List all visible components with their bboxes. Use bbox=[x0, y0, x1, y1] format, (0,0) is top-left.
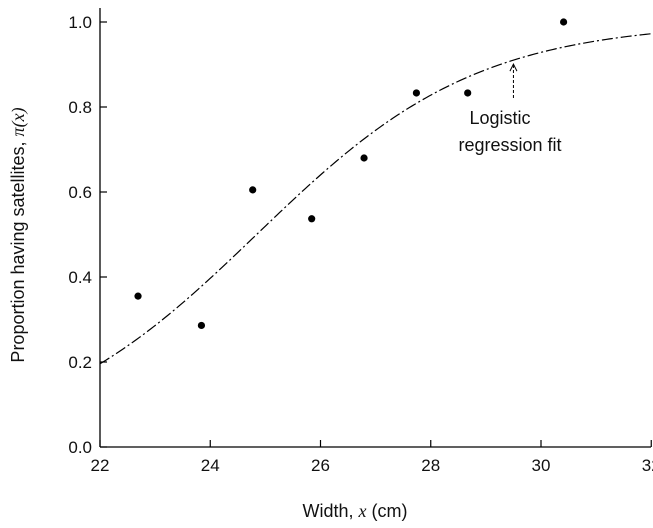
y-tick-label: 0.0 bbox=[68, 438, 92, 457]
x-tick-label: 30 bbox=[532, 456, 551, 475]
logistic-fit-curve bbox=[99, 32, 652, 365]
y-axis-title-var: π(x) bbox=[8, 107, 29, 136]
data-point bbox=[412, 89, 421, 97]
data-point bbox=[308, 215, 316, 223]
x-ticks: 22 24 26 28 30 32 bbox=[91, 440, 653, 475]
data-point bbox=[249, 186, 257, 194]
annotation-line-2: regression fit bbox=[458, 135, 561, 155]
annotation-arrow-head bbox=[509, 63, 518, 72]
annotation-line-1: Logistic bbox=[469, 108, 530, 128]
x-axis-title-suffix: (cm) bbox=[367, 501, 408, 521]
x-tick-label: 28 bbox=[421, 456, 440, 475]
data-point bbox=[464, 89, 472, 97]
y-tick-label: 0.8 bbox=[68, 98, 92, 117]
x-tick-label: 32 bbox=[642, 456, 653, 475]
x-tick-label: 26 bbox=[311, 456, 330, 475]
data-point bbox=[360, 154, 368, 162]
data-point bbox=[197, 321, 206, 330]
y-tick-label: 0.6 bbox=[68, 183, 92, 202]
y-axis-title-prefix: Proportion having satellites, bbox=[8, 136, 28, 362]
data-point bbox=[560, 18, 568, 26]
y-tick-label: 0.4 bbox=[68, 268, 92, 287]
y-tick-label: 0.2 bbox=[68, 353, 92, 372]
y-axis-title: Proportion having satellites, π(x) bbox=[8, 107, 29, 362]
y-ticks: 0.0 0.2 0.4 0.6 0.8 1.0 bbox=[68, 13, 107, 457]
x-axis-title-var: x bbox=[358, 501, 367, 521]
y-tick-label: 1.0 bbox=[68, 13, 92, 32]
x-axis-title: Width, x (cm) bbox=[303, 501, 408, 521]
data-point bbox=[134, 292, 142, 300]
x-tick-label: 24 bbox=[201, 456, 220, 475]
x-axis-title-prefix: Width, bbox=[303, 501, 359, 521]
data-points bbox=[134, 18, 568, 330]
x-tick-label: 22 bbox=[91, 456, 110, 475]
fit-annotation: Logistic regression fit bbox=[458, 63, 562, 155]
axes bbox=[99, 8, 651, 448]
